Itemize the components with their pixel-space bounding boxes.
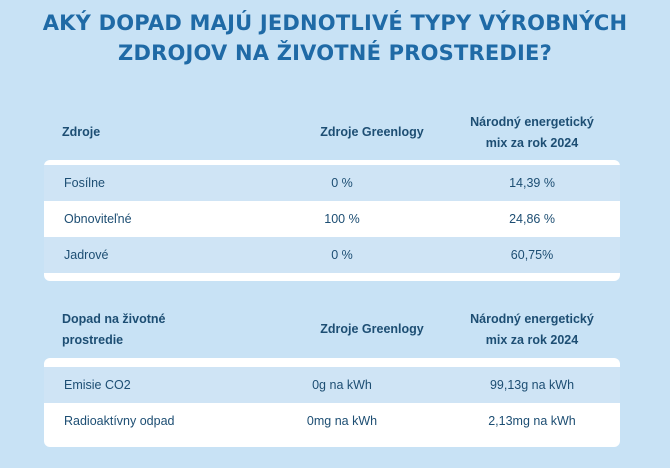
row-label: Jadrové: [64, 248, 109, 262]
page-title-line-2: ZDROJOV NA ŽIVOTNÉ PROSTREDIE?: [118, 41, 552, 65]
table-row: Obnoviteľné 100 % 24,86 %: [44, 201, 620, 237]
table1-header-national-mix-line-2: mix za rok 2024: [485, 136, 579, 150]
table2-header-impact-line-2: prostredie: [62, 333, 124, 347]
table-row: Radioaktívny odpad 0mg na kWh 2,13mg na …: [44, 403, 620, 439]
table2-header-impact-line-1: Dopad na životné: [62, 312, 166, 326]
table2-header-national-mix: Národný energetický mix za rok 2024: [462, 309, 602, 351]
row-national-value: 60,75%: [510, 248, 554, 262]
row-greenlogy-value: 0 %: [331, 248, 353, 262]
row-label: Obnoviteľné: [64, 212, 132, 226]
page-title: AKÝ DOPAD MAJÚ JEDNOTLIVÉ TYPY VÝROBNÝCH…: [0, 8, 670, 68]
row-label: Fosílne: [64, 176, 105, 190]
row-greenlogy-value: 0g na kWh: [312, 378, 372, 392]
table1-header-national-mix-line-1: Národný energetický: [470, 115, 594, 129]
table1-header-national-mix: Národný energetický mix za rok 2024: [462, 112, 602, 154]
table2-header-national-mix-line-2: mix za rok 2024: [485, 333, 579, 347]
page-title-line-1: AKÝ DOPAD MAJÚ JEDNOTLIVÉ TYPY VÝROBNÝCH: [42, 11, 628, 35]
table1-header-sources: Zdroje: [62, 125, 101, 139]
table1-header-greenlogy: Zdroje Greenlogy: [320, 125, 424, 139]
row-greenlogy-value: 100 %: [324, 212, 360, 226]
row-national-value: 14,39 %: [509, 176, 555, 190]
row-national-value: 2,13mg na kWh: [488, 414, 576, 428]
row-label: Radioaktívny odpad: [64, 414, 175, 428]
table2-header-greenlogy: Zdroje Greenlogy: [320, 322, 424, 336]
row-greenlogy-value: 0 %: [331, 176, 353, 190]
table1-body: Fosílne 0 % 14,39 % Obnoviteľné 100 % 24…: [44, 160, 620, 281]
table2-body: Emisie CO2 0g na kWh 99,13g na kWh Radio…: [44, 358, 620, 447]
table2-header-national-mix-line-1: Národný energetický: [470, 312, 594, 326]
table2-header-impact: Dopad na životné prostredie: [62, 309, 165, 351]
row-national-value: 99,13g na kWh: [489, 378, 575, 392]
row-national-value: 24,86 %: [509, 212, 555, 226]
table-row: Jadrové 0 % 60,75%: [44, 237, 620, 273]
table-row: Emisie CO2 0g na kWh 99,13g na kWh: [44, 367, 620, 403]
row-label: Emisie CO2: [64, 378, 131, 392]
row-greenlogy-value: 0mg na kWh: [306, 414, 378, 428]
table-row: Fosílne 0 % 14,39 %: [44, 165, 620, 201]
